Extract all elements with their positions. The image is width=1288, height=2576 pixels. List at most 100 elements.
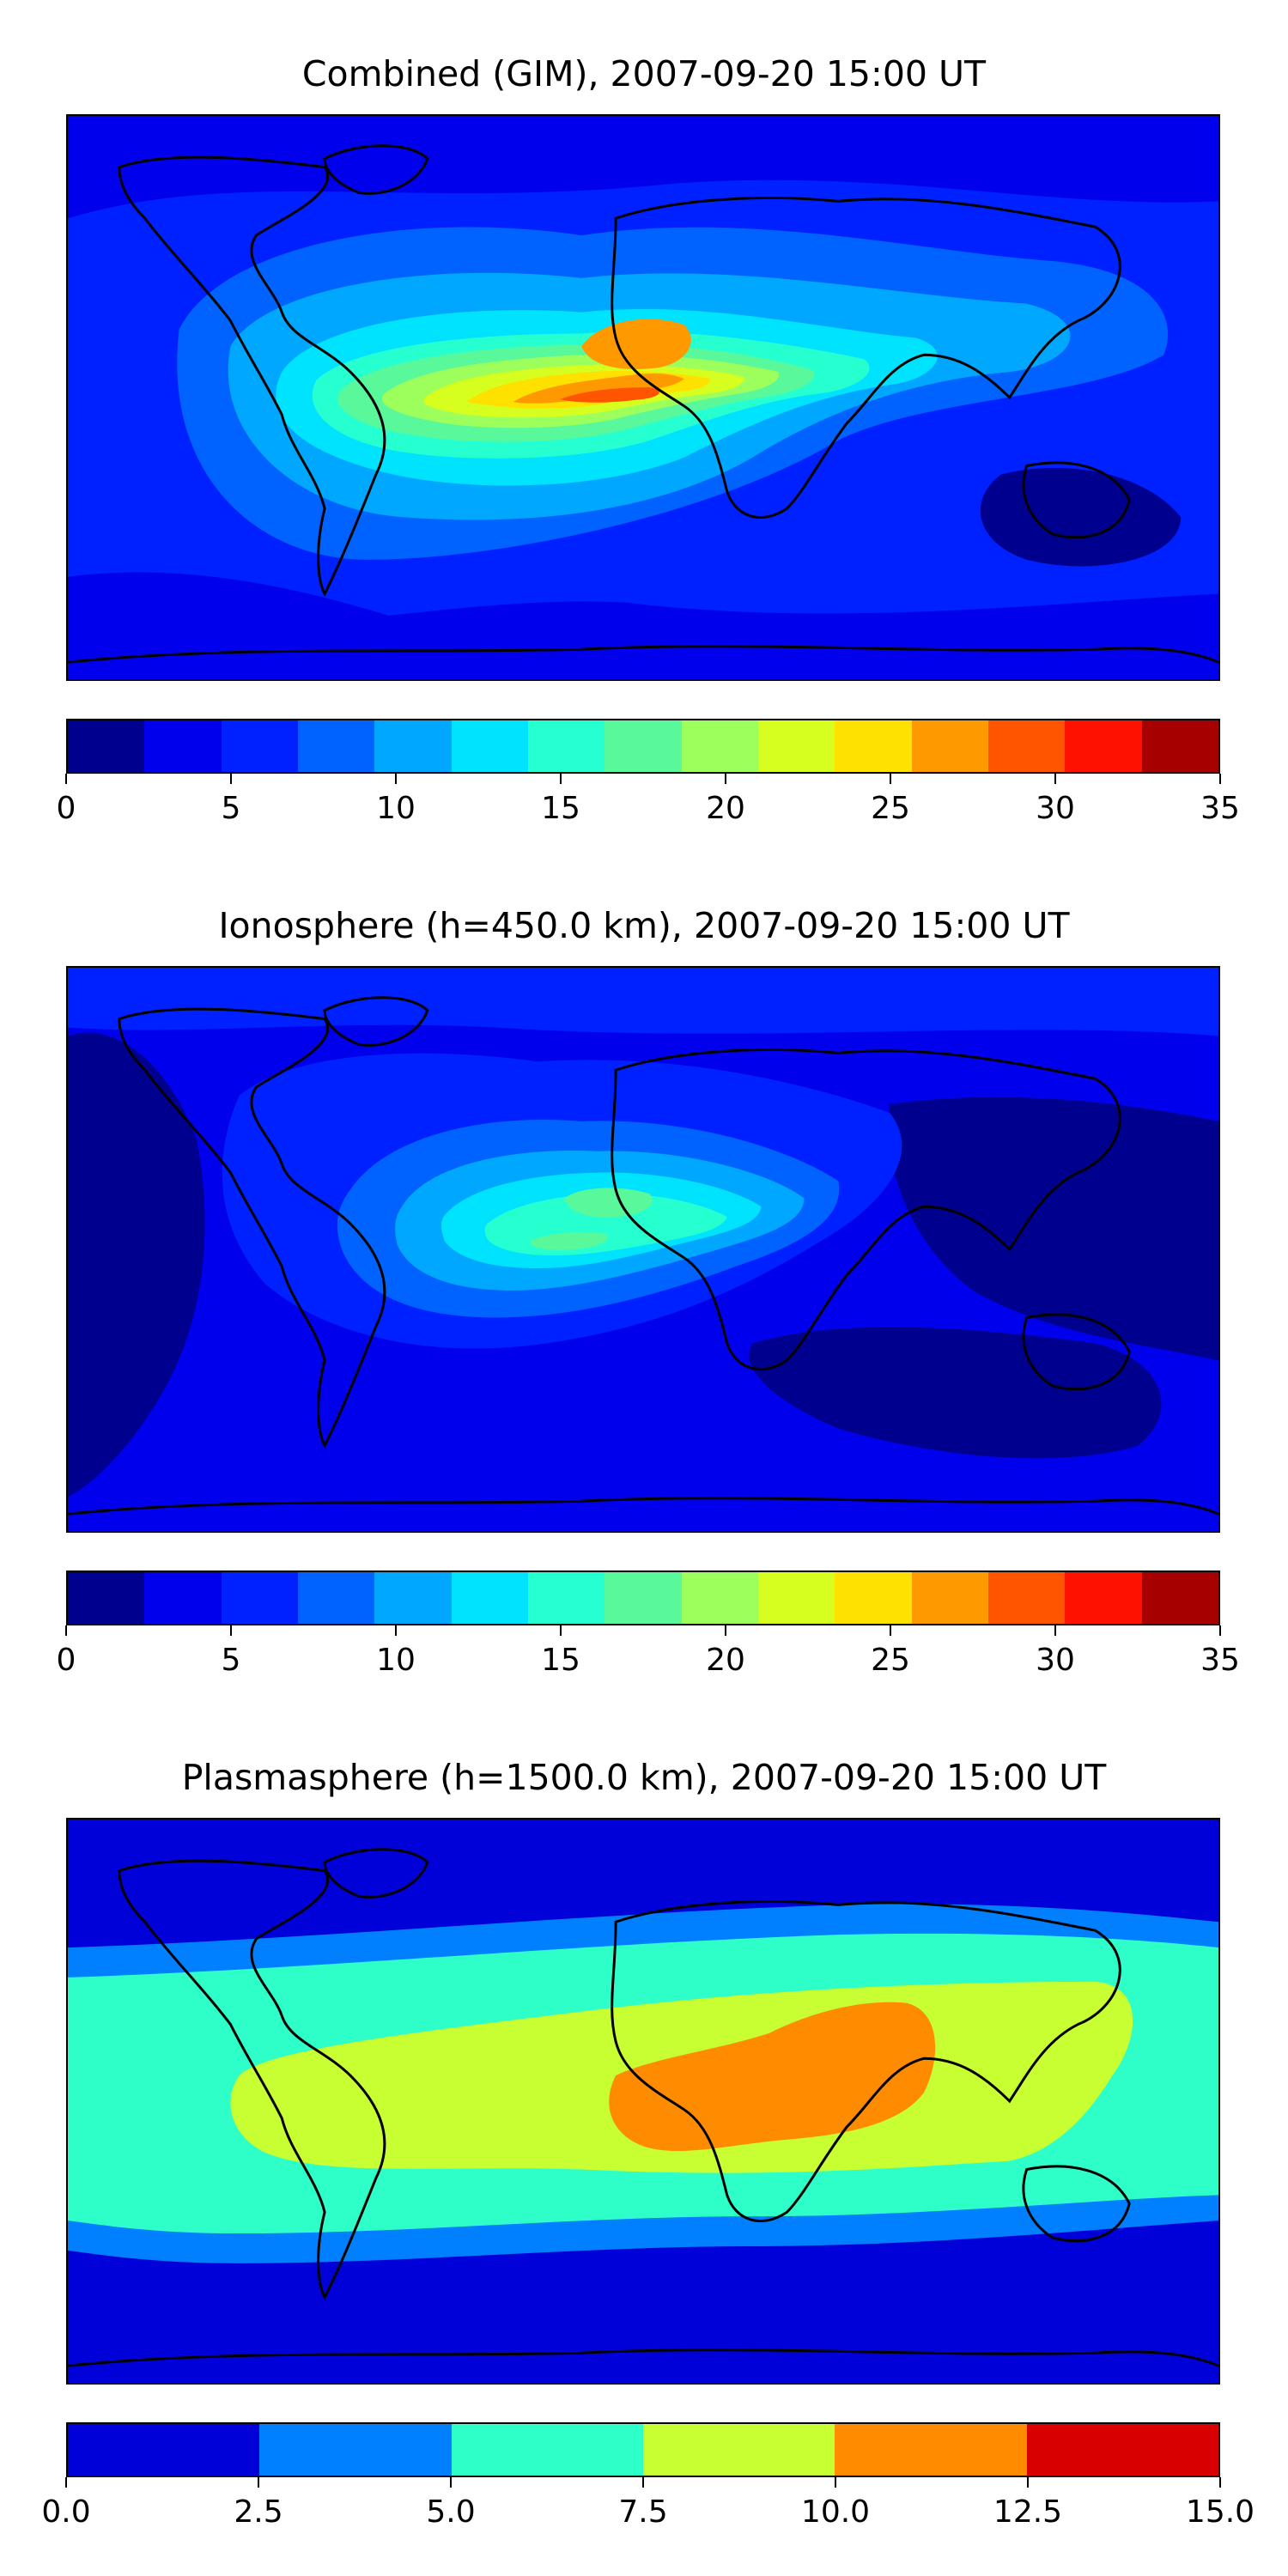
colorbar-segment xyxy=(68,2424,260,2476)
map3-coast-antarctica xyxy=(68,2348,1218,2367)
colorbar-segment xyxy=(68,720,145,772)
colorbar-tick-label: 15.0 xyxy=(1185,2494,1255,2530)
colorbar-tick-label: 0.0 xyxy=(41,2494,91,2530)
colorbar-segment xyxy=(451,720,528,772)
map2-coast-australia xyxy=(1022,1313,1131,1391)
map2-colorbar xyxy=(66,1571,1220,1625)
colorbar-tick-label: 35 xyxy=(1200,1643,1240,1678)
map2-coast-greenland xyxy=(323,996,429,1047)
colorbar-segment xyxy=(527,720,605,772)
colorbar-tick-label: 12.5 xyxy=(993,2494,1063,2530)
map1-field-12 xyxy=(560,387,659,403)
colorbar-tick xyxy=(1219,2477,1221,2488)
colorbar-segment xyxy=(1065,1572,1142,1624)
colorbar-segment xyxy=(68,1572,145,1624)
colorbar-segment xyxy=(757,1572,835,1624)
colorbar-tick xyxy=(395,1625,397,1636)
colorbar-segment xyxy=(911,720,988,772)
colorbar-tick xyxy=(230,1625,232,1636)
colorbar-segment xyxy=(987,1572,1066,1624)
map2-coast-afroeurasia xyxy=(611,1048,1121,1370)
map3-coast-afroeurasia xyxy=(611,1900,1121,2222)
colorbar-tick xyxy=(230,774,232,784)
colorbar-segment xyxy=(757,720,835,772)
colorbar-segment xyxy=(527,1572,605,1624)
map1-svg xyxy=(68,116,1218,679)
colorbar-tick-label: 0 xyxy=(56,791,76,826)
colorbar-tick xyxy=(65,774,67,784)
map1-colorbar xyxy=(66,719,1220,774)
colorbar-tick xyxy=(725,1625,726,1636)
map2-field-10 xyxy=(530,1232,608,1250)
map3-coast-greenland xyxy=(323,1848,429,1899)
colorbar-tick-label: 7.5 xyxy=(618,2494,668,2530)
map2-field-11 xyxy=(749,1327,1162,1459)
map2-plot xyxy=(66,966,1220,1533)
colorbar-tick xyxy=(725,774,726,784)
colorbar-tick-label: 5.0 xyxy=(426,2494,476,2530)
map1-plot xyxy=(66,114,1220,681)
map2-field-2 xyxy=(68,1032,205,1498)
map1-field-11 xyxy=(581,319,691,369)
colorbar-segment xyxy=(374,1572,452,1624)
map2-field-3 xyxy=(888,1097,1218,1361)
colorbar-tick xyxy=(890,1625,891,1636)
colorbar-tick-label: 20 xyxy=(706,791,745,826)
map1-coast-afroeurasia xyxy=(611,197,1121,519)
map3-coast-americas xyxy=(118,1859,386,2300)
map1-field-13 xyxy=(980,467,1182,567)
colorbar-segment xyxy=(1065,720,1142,772)
colorbar-tick xyxy=(560,1625,562,1636)
colorbar-tick-label: 10 xyxy=(376,791,416,826)
colorbar-tick-label: 2.5 xyxy=(234,2494,283,2530)
colorbar-tick xyxy=(1219,774,1221,784)
colorbar-tick-label: 35 xyxy=(1200,791,1240,826)
colorbar-segment xyxy=(374,720,452,772)
colorbar-tick xyxy=(65,1625,67,1636)
colorbar-tick-label: 10.0 xyxy=(800,2494,871,2530)
colorbar-segment xyxy=(297,720,375,772)
colorbar-tick xyxy=(450,2477,452,2488)
colorbar-segment xyxy=(1141,1572,1218,1624)
colorbar-tick-label: 5 xyxy=(221,791,241,826)
colorbar-segment xyxy=(297,1572,375,1624)
colorbar-segment xyxy=(605,720,682,772)
colorbar-tick xyxy=(395,774,397,784)
colorbar-segment xyxy=(1141,720,1218,772)
colorbar-segment xyxy=(681,720,758,772)
colorbar-segment xyxy=(681,1572,758,1624)
colorbar-tick xyxy=(1054,774,1056,784)
map1-field-10 xyxy=(513,373,684,404)
map1-coast-americas xyxy=(118,155,386,597)
colorbar-tick-label: 30 xyxy=(1036,1643,1075,1678)
map3-plot xyxy=(66,1818,1220,2385)
colorbar-tick xyxy=(65,2477,67,2488)
colorbar-segment xyxy=(144,720,222,772)
map1-coast-antarctica xyxy=(68,645,1218,664)
colorbar-segment xyxy=(911,1572,988,1624)
colorbar-tick xyxy=(835,2477,836,2488)
colorbar-tick xyxy=(258,2477,259,2488)
map1-coast-greenland xyxy=(323,144,429,195)
map1-field-14 xyxy=(68,572,428,679)
map3-coast-australia xyxy=(1022,2165,1131,2243)
colorbar-tick-label: 25 xyxy=(871,1643,910,1678)
map1-title: Combined (GIM), 2007-09-20 15:00 UT xyxy=(301,53,987,94)
map2-title: Ionosphere (h=450.0 km), 2007-09-20 15:0… xyxy=(218,905,1070,946)
colorbar-tick xyxy=(1219,1625,1221,1636)
colorbar-tick-label: 20 xyxy=(706,1643,745,1678)
map2-coast-americas xyxy=(118,1007,386,1449)
map2-field-9 xyxy=(564,1188,653,1218)
colorbar-segment xyxy=(987,720,1066,772)
map1-colorbar-ticks: 0 5 10 15 20 25 30 35 xyxy=(57,774,1240,826)
colorbar-segment xyxy=(221,1572,298,1624)
map2-field-1 xyxy=(68,968,1218,1036)
colorbar-tick xyxy=(560,774,562,784)
colorbar-segment xyxy=(451,1572,528,1624)
colorbar-tick-label: 5 xyxy=(221,1643,241,1678)
colorbar-tick xyxy=(890,774,891,784)
colorbar-tick-label: 30 xyxy=(1036,791,1075,826)
colorbar-segment xyxy=(451,2424,643,2476)
colorbar-segment xyxy=(642,2424,835,2476)
colorbar-tick xyxy=(642,2477,644,2488)
